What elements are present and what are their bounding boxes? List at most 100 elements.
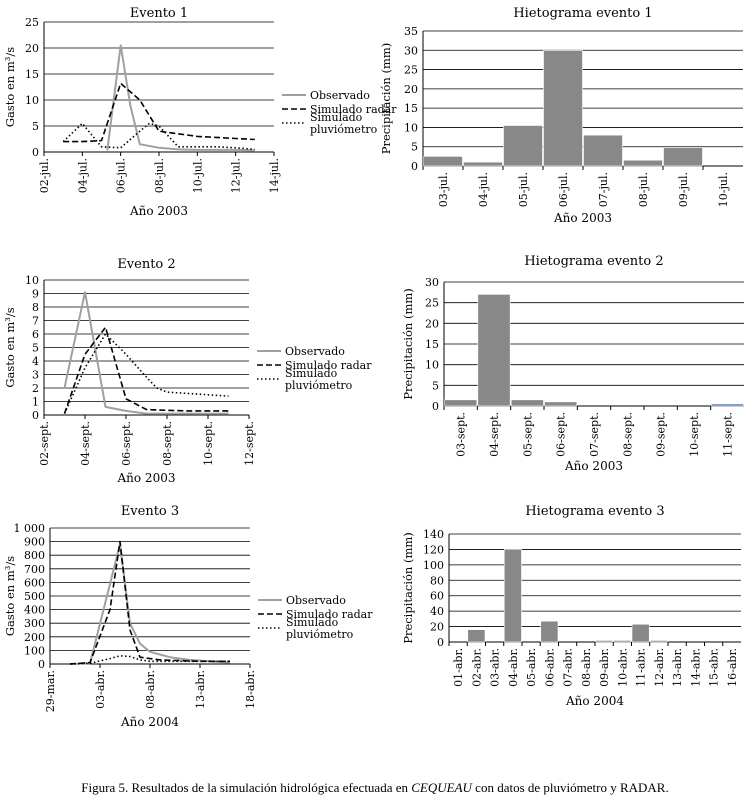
flow2-y-tick-label: 9 <box>32 288 39 301</box>
hist3-y-tick-label: 140 <box>423 528 444 541</box>
flow1-y-tick-label: 20 <box>25 42 39 55</box>
hist2-x-tick-label: 10-sept. <box>688 412 701 457</box>
flow3-y-tick-label: 400 <box>24 604 45 617</box>
hist2-y-tick-label: 15 <box>425 338 439 351</box>
hist2-x-tick-label: 06-sept. <box>555 412 568 457</box>
flow2-y-tick-label: 1 <box>32 396 39 409</box>
flow2-x-tick-label: 02-sept. <box>38 421 51 466</box>
flow2-y-tick-label: 5 <box>32 342 39 355</box>
flow2-legend-label: Observado <box>285 345 345 358</box>
hist3-x-tick-label: 05-abr. <box>525 648 538 687</box>
flow3-y-tick-label: 1 000 <box>14 522 46 535</box>
hist1-x-label: Año 2003 <box>553 211 612 225</box>
hist2-bar <box>710 403 744 407</box>
flow1-x-tick-label: 12-jul. <box>230 158 243 193</box>
flow1-x-label: Año 2003 <box>129 204 188 218</box>
hist3-x-tick-label: 06-abr. <box>543 648 556 687</box>
hist3-x-tick-label: 07-abr. <box>562 648 575 687</box>
flow3-y-tick-label: 100 <box>24 644 45 657</box>
hist1-x-tick-label: 08-jul. <box>637 172 650 207</box>
flow1-x-tick-label: 08-jul. <box>153 158 166 193</box>
hist1-bar <box>543 49 583 167</box>
hist3-x-tick-label: 01-abr. <box>452 648 465 687</box>
flow1-y-tick-label: 5 <box>32 120 39 133</box>
hist3-x-tick-label: 13-abr. <box>671 648 684 687</box>
hist2-bar <box>444 399 478 407</box>
flow3-y-tick-label: 700 <box>24 563 45 576</box>
hist3-x-tick-label: 15-abr. <box>708 648 721 687</box>
flow3-legend-label: Observado <box>286 594 346 607</box>
hist1-y-label: Precipitación (mm) <box>379 43 393 155</box>
hist3-x-tick-label: 11-abr. <box>635 648 648 687</box>
hist1-y-tick-label: 5 <box>411 141 418 154</box>
flow1-title: Evento 1 <box>130 6 188 21</box>
flow2-x-tick-label: 06-sept. <box>120 421 133 466</box>
hist3-y-label: Precipitación (mm) <box>401 532 415 644</box>
flow3-x-tick-label: 18-abr. <box>244 670 257 709</box>
hist1-bar <box>463 161 503 167</box>
flow1-series-simulado-pluviómetro <box>62 122 255 151</box>
flow2-title: Evento 2 <box>117 257 175 272</box>
hist3-y-tick-label: 20 <box>430 621 444 634</box>
flow2-legend-label: Simulado radar <box>285 359 372 372</box>
figure-caption: Figura 5. Resultados de la simulación hi… <box>0 780 750 796</box>
flow1-x-tick-label: 10-jul. <box>191 158 204 193</box>
hist2-title: Hietograma evento 2 <box>524 254 663 269</box>
flow1-legend-label: Simulado <box>310 111 363 124</box>
flow3-legend-label: Simulado radar <box>286 608 373 621</box>
flow1-legend-label: pluviómetro <box>310 123 378 136</box>
flow1-x-tick-label: 14-jul. <box>268 158 281 193</box>
flow1-x-tick-label: 04-jul. <box>76 158 89 193</box>
hist1-x-tick-label: 09-jul. <box>677 172 690 207</box>
flow1-legend-label: Observado <box>310 89 370 102</box>
flow2-y-tick-label: 6 <box>32 328 39 341</box>
hist3-x-label: Año 2004 <box>565 694 624 708</box>
flow3-legend-label: Simulado <box>286 616 339 629</box>
hist2-y-tick-label: 25 <box>425 297 439 310</box>
hist3-x-tick-label: 02-abr. <box>470 648 483 687</box>
flow1-legend-label: Simulado radar <box>310 103 397 116</box>
hist1-x-tick-label: 07-jul. <box>597 172 610 207</box>
flow3-y-label: Gasto en m³/s <box>3 556 17 636</box>
hist1-y-tick-label: 10 <box>404 121 418 134</box>
hist1-y-tick-label: 20 <box>404 83 418 96</box>
hist3-y-tick-label: 60 <box>430 590 444 603</box>
flow1-x-tick-label: 02-jul. <box>38 158 51 193</box>
hist3-y-tick-label: 120 <box>423 543 444 556</box>
caption-text-after: con datos de pluviómetro y RADAR. <box>471 780 669 795</box>
hist3-bar <box>631 623 650 643</box>
hist2-x-tick-label: 11-sept. <box>721 412 734 457</box>
hist1-x-tick-label: 04-jul. <box>477 172 490 207</box>
flow2-y-tick-label: 3 <box>32 369 39 382</box>
flow3-y-tick-label: 0 <box>38 658 45 671</box>
flow3-x-tick-label: 03-abr. <box>94 670 107 709</box>
flow3-series-simulado-pluviómetro <box>69 654 230 665</box>
flow2-y-tick-label: 2 <box>32 382 39 395</box>
hist3-x-tick-label: 09-abr. <box>598 648 611 687</box>
hist1-bar <box>663 147 703 167</box>
hist1-x-tick-label: 05-jul. <box>517 172 530 207</box>
flow2-y-tick-label: 0 <box>32 409 39 422</box>
flow3-legend-label: pluviómetro <box>286 628 354 641</box>
flow2-x-label: Año 2003 <box>117 471 176 485</box>
flow2-x-tick-label: 04-sept. <box>79 421 92 466</box>
hist3-title: Hietograma evento 3 <box>525 504 664 519</box>
hist2-x-tick-label: 03-sept. <box>455 412 468 457</box>
hist2-x-label: Año 2003 <box>564 459 623 473</box>
flow2-y-tick-label: 7 <box>32 315 39 328</box>
hist2-bar <box>510 399 544 407</box>
hist1-y-tick-label: 25 <box>404 64 418 77</box>
hist1-title: Hietograma evento 1 <box>513 6 652 21</box>
flow1-y-tick-label: 0 <box>32 146 39 159</box>
hist3-y-tick-label: 0 <box>437 636 444 649</box>
hist1-x-tick-label: 06-jul. <box>557 172 570 207</box>
flow2-series-simulado-pluviómetro <box>63 333 229 414</box>
hist1-bar <box>423 156 463 167</box>
hist2-x-tick-label: 04-sept. <box>488 412 501 457</box>
flow2-x-tick-label: 10-sept. <box>202 421 215 466</box>
hist3-x-tick-label: 12-abr. <box>653 648 666 687</box>
flow2-series-observado <box>63 291 229 415</box>
hist2-y-tick-label: 30 <box>425 276 439 289</box>
hist3-bar <box>503 549 522 643</box>
hist1-bar <box>583 134 623 167</box>
